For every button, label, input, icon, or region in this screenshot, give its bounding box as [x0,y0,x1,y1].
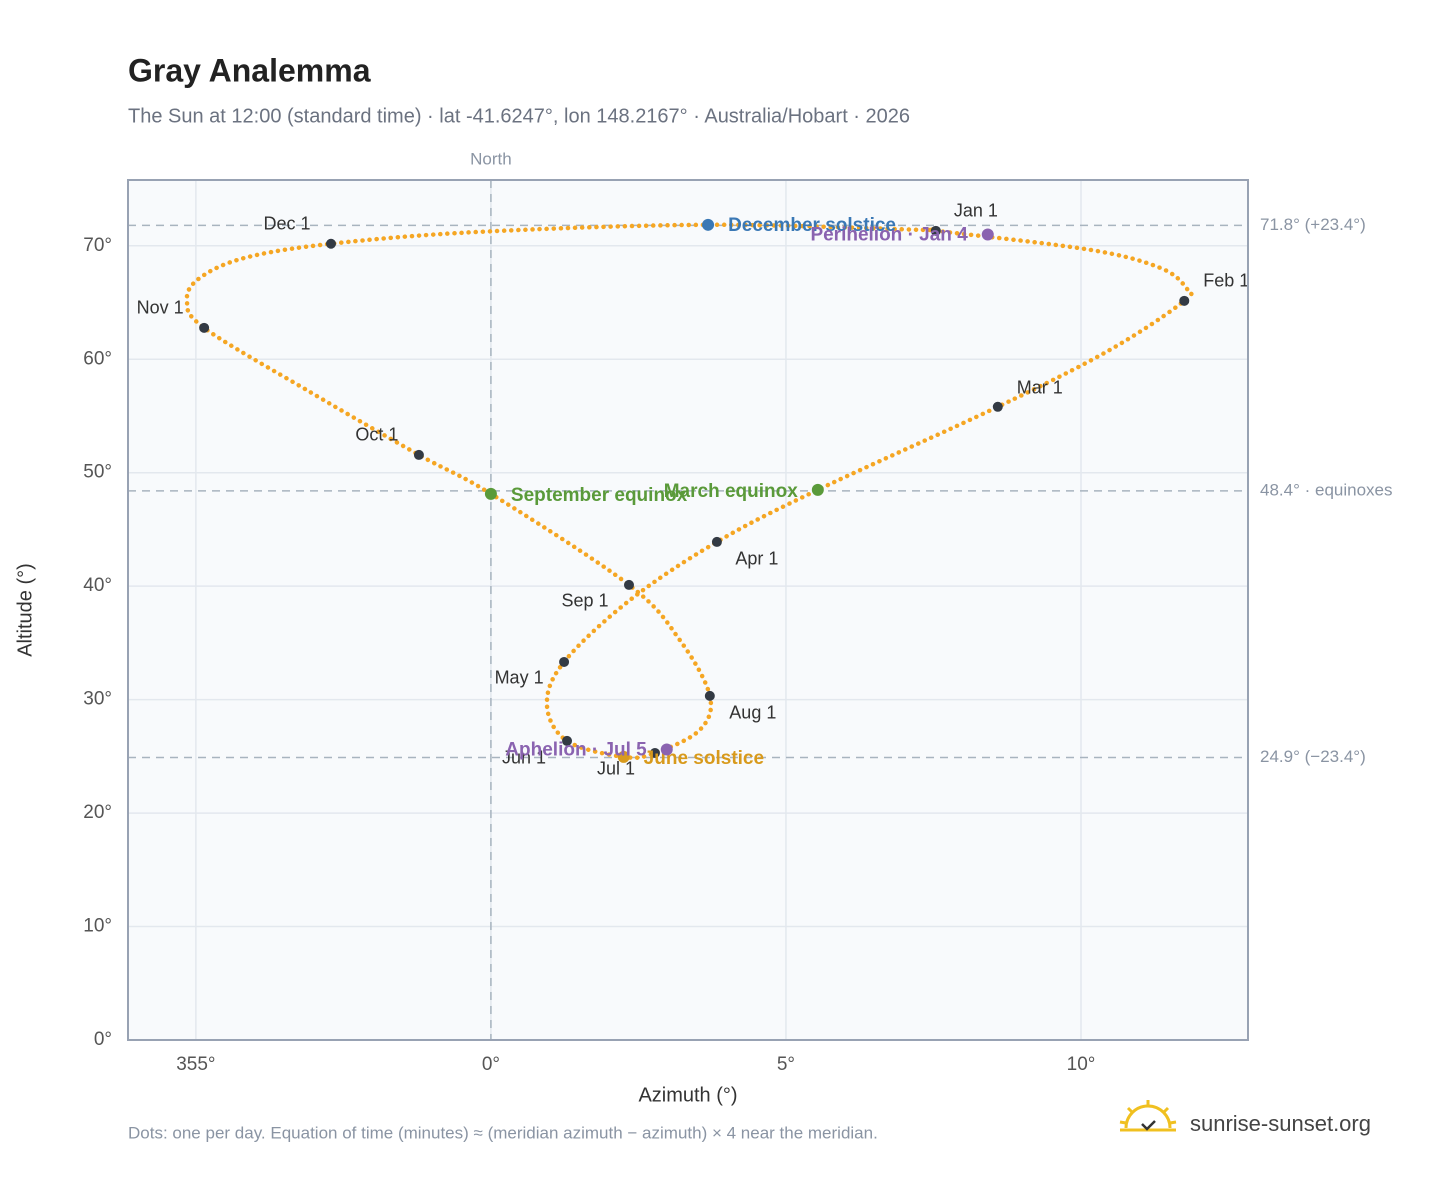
month-label: Jul 1 [597,759,635,779]
x-tick-label: 355° [176,1054,215,1075]
y-tick-label: 20° [83,802,112,823]
brand: sunrise-sunset.org [1190,1111,1371,1136]
month-label: Jun 1 [502,748,546,768]
month-point [649,747,660,758]
y-tick-label: 10° [83,916,112,937]
reference-label: 48.4° · equinoxes [1260,480,1393,499]
month-point [623,579,634,590]
month-point [930,225,941,236]
x-tick-label: 5° [777,1054,795,1075]
month-label: Oct 1 [355,425,398,445]
month-point [704,690,715,701]
event-label: September equinox [511,485,688,506]
month-point [413,449,424,460]
y-tick-label: 0° [94,1029,112,1050]
month-point [559,656,570,667]
month-label: May 1 [495,668,544,688]
event-label: June solstice [644,748,764,769]
plot-layer: Jan 1 Feb 1 Mar 1 Apr 1 May 1 Jun 1 Jul 1 Aug 1… [128,180,1249,1041]
month-point [711,536,722,547]
event-label: Perihelion · Jan 4 [810,224,968,245]
month-label: Feb 1 [1203,271,1249,291]
event-label: Aphelion · Jul 5 [505,740,647,761]
month-point [992,401,1003,412]
event-point [660,743,673,756]
event-label: December solstice [728,215,896,236]
month-label: Dec 1 [263,214,310,234]
footnote: Dots: one per day. Equation of time (min… [128,1123,878,1142]
month-label: Sep 1 [561,591,608,611]
chart-title: Gray Analemma [128,52,371,88]
event-label: March equinox [664,481,799,502]
event-point [617,750,630,763]
x-axis-label: Azimuth (°) [638,1084,737,1106]
y-tick-label: 70° [83,235,112,256]
brand-logo [1119,1100,1177,1132]
reference-label: North [470,149,512,168]
x-tick-label: 10° [1067,1054,1096,1075]
x-tick-label: 0° [482,1054,500,1075]
y-tick-label: 50° [83,462,112,483]
month-label: Aug 1 [729,703,776,723]
event-point [702,218,715,231]
y-axis-label: Altitude (°) [14,563,36,657]
month-label: Mar 1 [1017,378,1063,398]
y-tick-label: 60° [83,348,112,369]
month-label: Jan 1 [954,201,998,221]
y-tick-label: 30° [83,689,112,710]
month-label: Nov 1 [137,298,184,318]
plot-frame [127,179,1249,1041]
month-point [562,735,573,746]
month-point [1179,295,1190,306]
chart-subtitle: The Sun at 12:00 (standard time) · lat -… [128,105,910,127]
event-point [981,228,994,241]
month-point [325,238,336,249]
month-point [199,322,210,333]
plot-area [128,180,1248,1040]
event-point [484,487,497,500]
reference-label: 24.9° (−23.4°) [1260,747,1366,766]
month-label: Apr 1 [735,549,778,569]
event-point [811,483,824,496]
reference-label: 71.8° (+23.4°) [1260,215,1366,234]
y-tick-label: 40° [83,575,112,596]
